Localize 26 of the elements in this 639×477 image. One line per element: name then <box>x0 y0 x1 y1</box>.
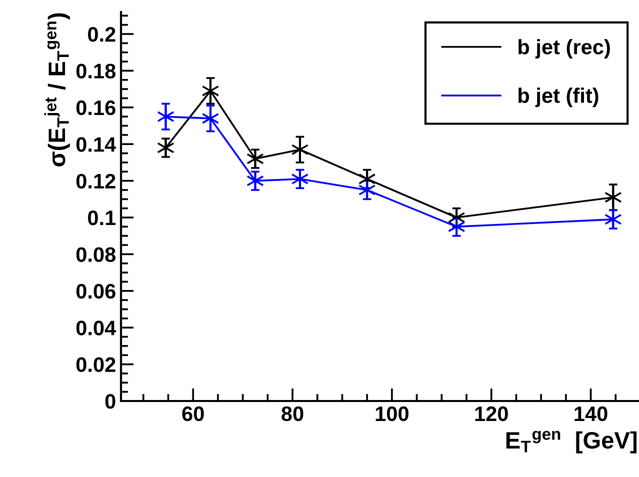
x-tick-label: 100 <box>376 406 408 422</box>
y-tick-label: 0.12 <box>76 174 116 189</box>
legend-label: b jet (fit) <box>518 88 598 108</box>
y-axis-title: σ(E$_{T}$$^{jet}$ / E$_{T}$$^{gen}$) <box>44 13 70 166</box>
point <box>157 138 174 158</box>
x-tick-label: 80 <box>282 406 304 422</box>
x-tick-label: 140 <box>574 406 608 422</box>
y-tick-label: 0 <box>105 394 116 409</box>
point <box>604 209 622 230</box>
y-tick-label: 0.16 <box>76 100 116 116</box>
y-tick-label: 0.02 <box>76 357 116 372</box>
point <box>358 180 376 200</box>
y-tick-label: 0.18 <box>76 64 116 78</box>
point <box>246 170 264 191</box>
x-axis-title: E$_{T}$$^{gen}$ [GeV] <box>506 430 637 454</box>
y-tick-label: 0.04 <box>76 320 116 336</box>
x-tick-label: 120 <box>475 406 508 422</box>
y-tick-label: 0.14 <box>76 137 116 152</box>
legend-label: b jet (rec) <box>518 39 610 59</box>
y-tick-label: 0.08 <box>76 247 116 262</box>
point <box>604 187 622 208</box>
y-tick-label: 0.06 <box>76 284 116 299</box>
x-tick-label: 60 <box>182 406 204 422</box>
y-tick-label: 0.1 <box>88 210 116 226</box>
point <box>246 148 264 169</box>
y-tick-label: 0.2 <box>88 27 116 42</box>
